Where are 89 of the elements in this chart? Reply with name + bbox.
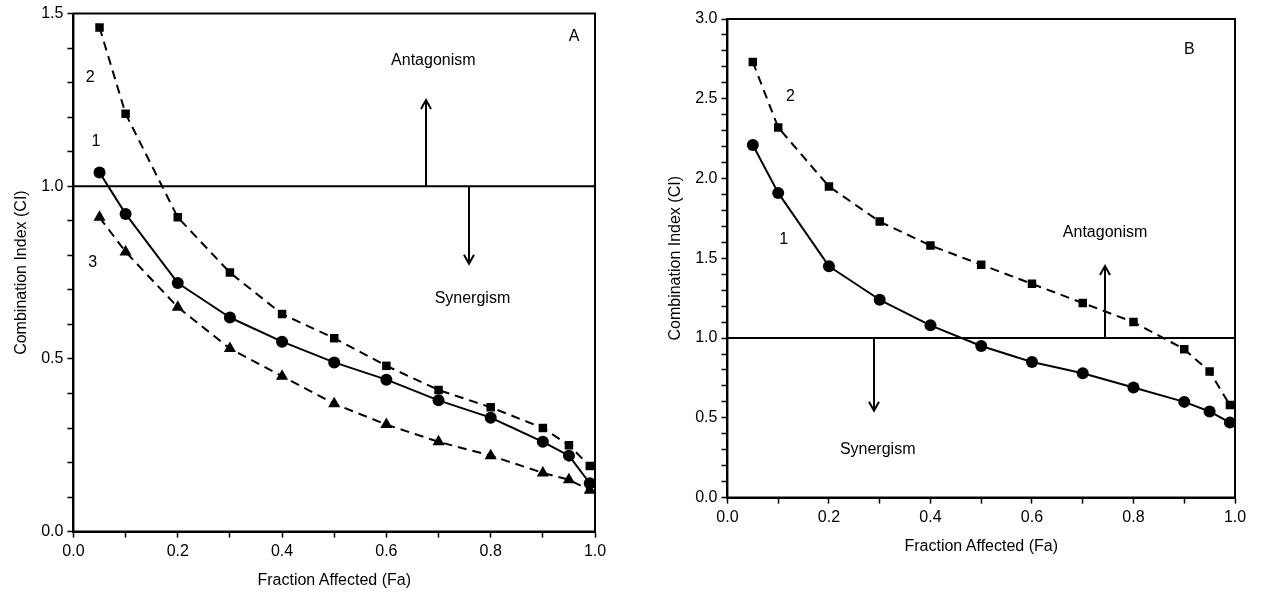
annotation: Antagonism [1062,222,1148,240]
point [328,356,341,369]
y-tick-label: 0.0 [41,522,64,540]
y-tick-label: 1.0 [695,328,718,346]
point [484,448,497,460]
point [975,340,988,353]
point [1178,395,1191,408]
point [171,276,184,289]
point [119,207,132,220]
point [1078,298,1087,308]
point [276,369,289,380]
point [536,435,549,448]
y-tick-label: 1.5 [695,248,718,266]
point [276,335,289,348]
point [486,403,495,412]
x-tick-label: 0.6 [1020,507,1044,525]
point [1203,405,1216,418]
point [562,472,575,484]
point [1129,317,1138,327]
y-tick-label: 0.5 [41,349,64,367]
point [924,319,937,332]
x-tick-label: 0.6 [375,541,398,559]
series-label: 1 [91,132,101,150]
point [432,394,445,407]
y-axis-title: Combination Index (CI) [666,176,684,341]
point [772,186,785,199]
series-label: 1 [779,229,789,247]
point [380,417,393,429]
annotation: Synergism [839,440,916,458]
x-axis-title: Fraction Affected (Fa) [257,570,411,588]
y-tick-label: 1.0 [41,176,64,194]
point [562,449,575,462]
point [1223,416,1235,429]
point [173,213,182,222]
point [225,268,235,277]
point [1076,367,1089,380]
point [1127,381,1140,394]
series-label: 3 [88,252,98,270]
x-tick-label: 0.2 [166,541,189,559]
y-tick-label: 3.0 [695,9,718,27]
point [95,23,104,32]
annotation: Synergism [434,288,511,306]
point [171,300,184,311]
x-tick-label: 0.4 [919,507,942,525]
x-tick-label: 0.2 [817,507,841,525]
point [583,477,595,490]
point [434,385,443,395]
y-tick-label: 0.5 [695,408,718,426]
point [121,109,130,118]
x-tick-label: 0.8 [1122,507,1145,525]
point [873,293,886,306]
point [824,182,834,191]
x-tick-label: 1.0 [1223,507,1247,525]
y-tick-label: 0.0 [695,488,718,506]
point [119,244,132,256]
y-tick-label: 2.5 [695,89,718,107]
point [536,465,549,477]
point [93,166,106,179]
point [223,311,236,324]
point [223,341,236,353]
point [432,434,445,446]
point [380,373,393,386]
point [926,241,935,250]
point [564,441,574,450]
point [746,139,759,152]
annotation: Antagonism [391,50,476,68]
point [773,123,783,132]
point [93,210,106,221]
point [1205,367,1214,376]
point [875,217,884,226]
annotation: B [1183,40,1195,58]
series-label: 2 [85,67,95,85]
y-tick-label: 2.0 [695,168,718,186]
y-tick-label: 1.5 [41,4,64,22]
point [328,396,341,408]
y-axis-title: Combination Index (CI) [12,190,30,355]
point [822,260,835,273]
x-tick-label: 0.0 [716,507,739,525]
series-label: 2 [785,87,795,105]
x-tick-label: 0.8 [479,541,502,559]
point [976,260,986,269]
point [484,411,497,424]
x-axis-title: Fraction Affected (Fa) [904,536,1058,554]
annotation: A [568,27,580,45]
x-tick-label: 1.0 [583,541,607,559]
point [1025,356,1038,368]
point [382,361,391,371]
x-tick-label: 0.0 [62,541,85,559]
x-tick-label: 0.4 [270,541,294,559]
